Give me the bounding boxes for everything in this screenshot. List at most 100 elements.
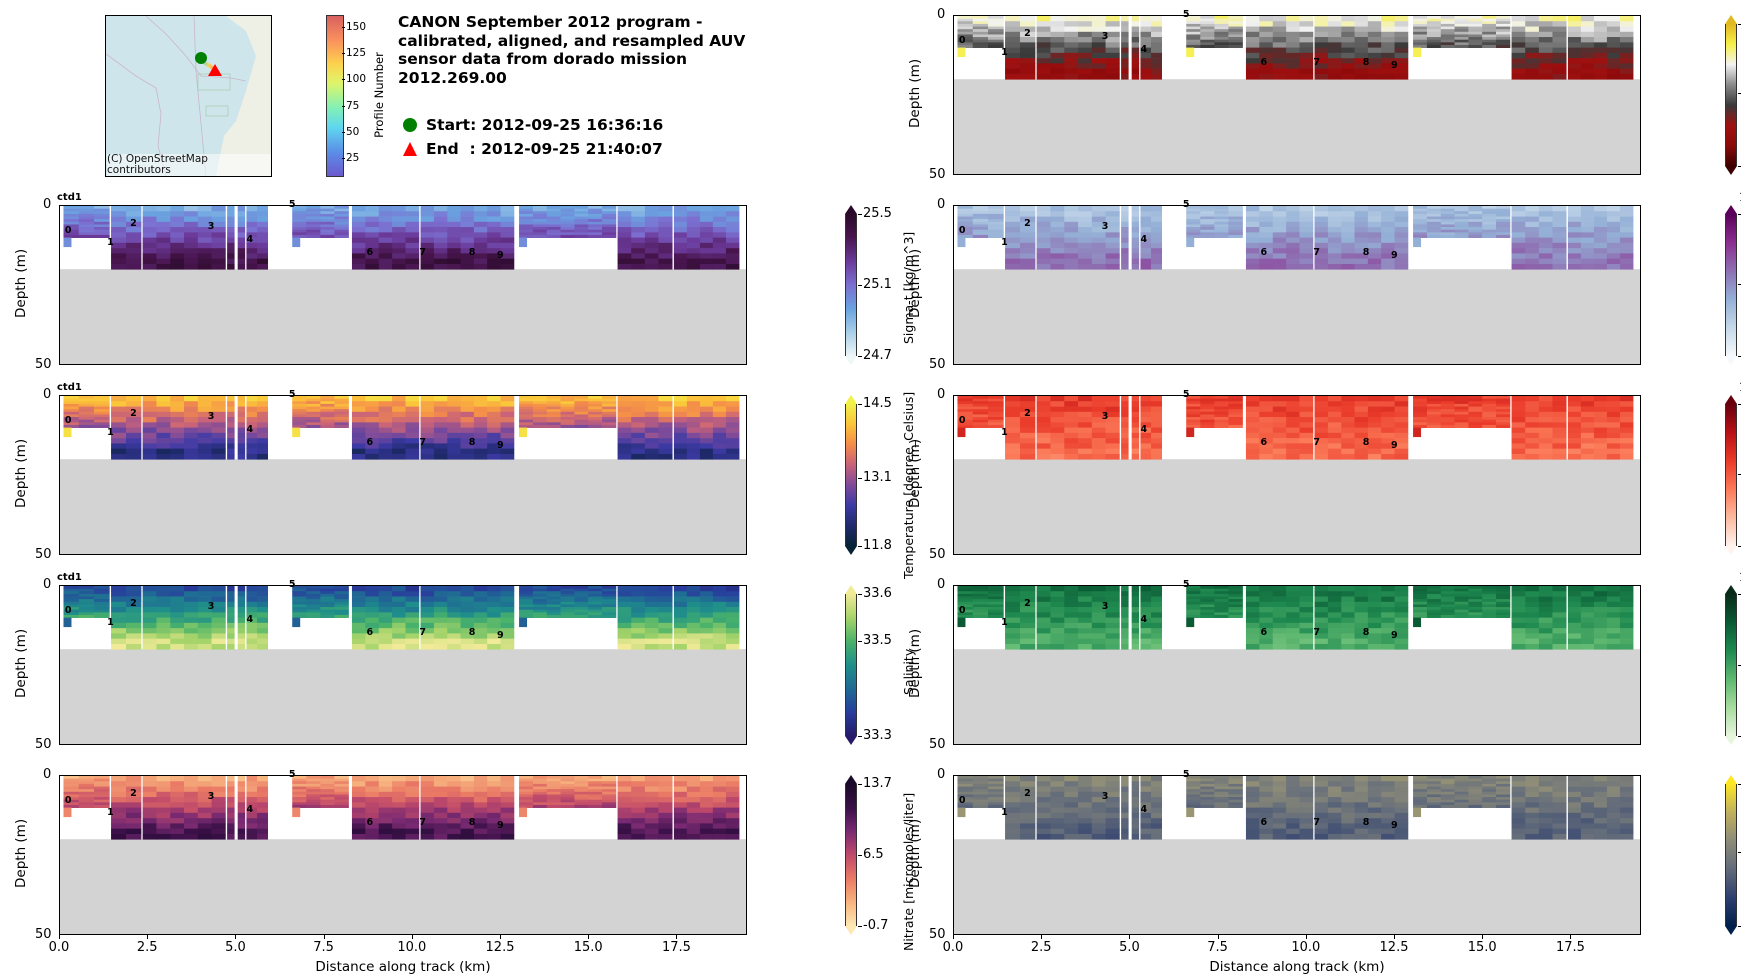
heatmap-cell xyxy=(1512,63,1526,69)
profile-number-colorbar xyxy=(326,15,344,177)
profile-label: 0 xyxy=(959,415,966,426)
heatmap-cell xyxy=(1140,823,1151,829)
heatmap-cell xyxy=(1228,599,1242,602)
heatmap-cell xyxy=(1581,42,1594,48)
heatmap-cell xyxy=(1132,618,1139,624)
heatmap-cell xyxy=(212,232,226,238)
heatmap-cell xyxy=(392,407,406,413)
heatmap-cell xyxy=(474,253,488,259)
heatmap-cell xyxy=(1594,42,1607,48)
heatmap-cell xyxy=(1151,253,1162,259)
heatmap-cell xyxy=(447,639,461,645)
heatmap-cell xyxy=(588,214,602,217)
heatmap-cell xyxy=(1005,818,1020,824)
heatmap-cell xyxy=(1355,607,1369,613)
heatmap-cell xyxy=(63,586,79,589)
heatmap-cell xyxy=(1286,407,1300,413)
heatmap-cell xyxy=(645,407,659,413)
heatmap-cell xyxy=(988,404,1004,407)
colorbar-tick-label: 25.5 xyxy=(863,206,892,221)
heatmap-cell xyxy=(1594,454,1607,460)
heatmap-cell xyxy=(306,214,320,217)
y-tick-label: 0 xyxy=(43,197,51,212)
heatmap-cell xyxy=(1106,401,1120,407)
heatmap-cell xyxy=(1005,607,1020,613)
x-tick-mark xyxy=(324,935,325,939)
heatmap-cell xyxy=(246,633,257,639)
heatmap-cell xyxy=(1005,597,1020,603)
heatmap-cell xyxy=(306,776,320,779)
heatmap-cell xyxy=(602,409,616,412)
heatmap-cell xyxy=(1315,401,1329,407)
heatmap-cell xyxy=(379,802,393,808)
heatmap-cell xyxy=(1315,69,1329,75)
heatmap-cell xyxy=(1078,628,1092,634)
heatmap-cell xyxy=(1328,428,1342,434)
heatmap-cell xyxy=(1037,829,1051,835)
heatmap-cell xyxy=(1064,602,1078,608)
heatmap-cell xyxy=(547,409,561,412)
heatmap-cell xyxy=(1395,428,1409,434)
heatmap-cell xyxy=(700,407,713,413)
heatmap-cell xyxy=(126,628,141,634)
heatmap-cell xyxy=(713,422,726,428)
heatmap-cell xyxy=(405,792,419,798)
heatmap-cell xyxy=(687,644,700,650)
heatmap-cell xyxy=(434,454,448,460)
heatmap-cell xyxy=(487,428,501,434)
heatmap-cell xyxy=(1121,396,1128,402)
heatmap-cell xyxy=(1214,404,1228,407)
heatmap-cell xyxy=(1200,37,1214,40)
heatmap-cell xyxy=(1368,644,1382,650)
heatmap-cell xyxy=(352,253,366,259)
heatmap-cell xyxy=(1581,259,1594,265)
heatmap-cell xyxy=(1078,264,1092,270)
y-axis-label: Depth (m) xyxy=(907,249,923,318)
heatmap-cell xyxy=(246,206,257,212)
heatmap-cell xyxy=(1064,69,1078,75)
heatmap-cell xyxy=(1132,628,1139,634)
heatmap-cell xyxy=(1286,232,1300,238)
heatmap-cell xyxy=(421,597,435,603)
heatmap-cell xyxy=(700,808,713,814)
heatmap-cell xyxy=(156,449,170,455)
heatmap-cell xyxy=(1200,420,1214,423)
heatmap-cell xyxy=(111,644,126,650)
heatmap-cell xyxy=(257,818,268,824)
heatmap-cell xyxy=(1259,401,1273,407)
heatmap-cell xyxy=(988,24,1004,27)
heatmap-cell xyxy=(674,834,687,840)
heatmap-cell xyxy=(1482,230,1496,233)
heatmap-cell xyxy=(1246,607,1260,613)
heatmap-cell xyxy=(487,834,501,840)
heatmap-cell xyxy=(1246,16,1260,22)
heatmap-cell xyxy=(156,591,170,597)
heatmap-cell xyxy=(434,417,448,423)
heatmap-cell xyxy=(1078,623,1092,629)
heatmap-cell xyxy=(1482,599,1496,602)
heatmap-cell xyxy=(1581,422,1594,428)
heatmap-cell xyxy=(1078,248,1092,254)
heatmap-cell xyxy=(1050,259,1064,265)
heatmap-cell xyxy=(726,808,739,814)
heatmap-cell xyxy=(227,433,234,439)
heatmap-cell xyxy=(1228,586,1242,589)
heatmap-cell xyxy=(238,264,245,270)
heatmap-cell xyxy=(392,602,406,608)
heatmap-cell xyxy=(519,227,533,230)
heatmap-cell xyxy=(602,420,616,423)
heatmap-cell xyxy=(1214,29,1228,32)
heatmap-cell xyxy=(1078,792,1092,798)
heatmap-cell xyxy=(1200,425,1214,428)
heatmap-cell xyxy=(392,243,406,249)
heatmap-cell xyxy=(1328,58,1342,64)
heatmap-cell xyxy=(1552,227,1566,233)
heatmap-cell xyxy=(533,792,547,795)
heatmap-cell xyxy=(547,412,561,415)
heatmap-cell xyxy=(1568,412,1581,418)
heatmap-cell xyxy=(156,781,170,787)
heatmap-cell xyxy=(700,438,713,444)
heatmap-cell xyxy=(1092,264,1106,270)
heatmap-cell xyxy=(447,449,461,455)
heatmap-cell xyxy=(1121,618,1128,624)
